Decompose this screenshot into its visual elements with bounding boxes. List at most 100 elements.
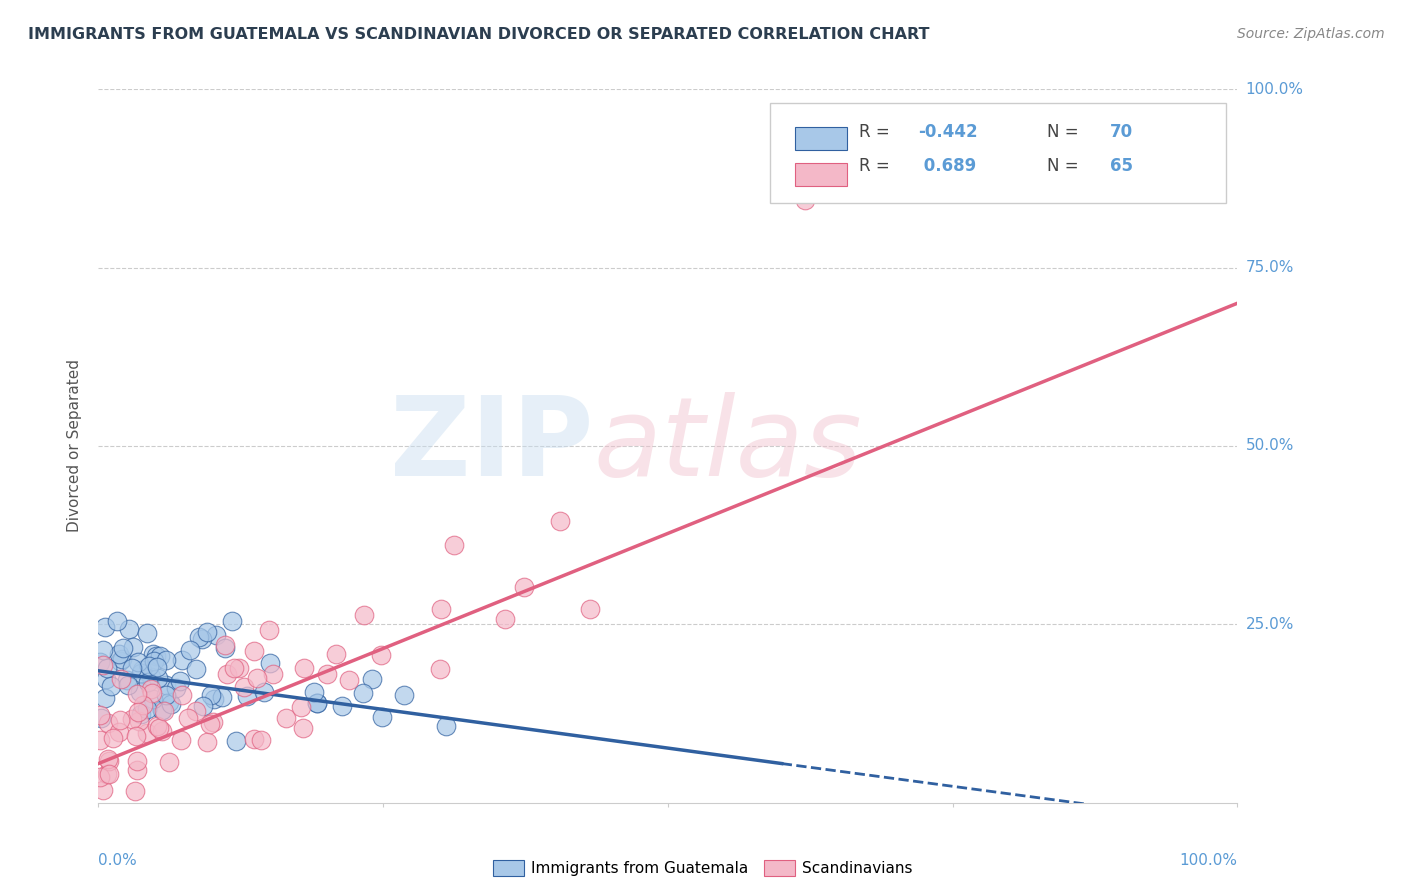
Point	[111, 651, 134, 665]
Point	[548, 514, 571, 528]
Point	[89, 733, 111, 747]
Point	[304, 685, 326, 699]
Point	[142, 647, 165, 661]
Point	[91, 657, 114, 672]
Text: Source: ZipAtlas.com: Source: ZipAtlas.com	[1237, 27, 1385, 41]
Point	[142, 692, 165, 706]
Point	[129, 685, 152, 699]
Text: 25.0%: 25.0%	[1246, 617, 1294, 632]
Point	[121, 712, 143, 726]
Text: IMMIGRANTS FROM GUATEMALA VS SCANDINAVIAN DIVORCED OR SEPARATED CORRELATION CHAR: IMMIGRANTS FROM GUATEMALA VS SCANDINAVIA…	[28, 27, 929, 42]
Point	[195, 735, 218, 749]
Text: 65: 65	[1109, 157, 1133, 175]
FancyBboxPatch shape	[770, 103, 1226, 203]
Point	[127, 705, 149, 719]
Point	[96, 661, 118, 675]
Point	[94, 672, 117, 686]
Text: R =: R =	[859, 157, 896, 175]
Point	[291, 721, 314, 735]
Point	[149, 649, 172, 664]
Point	[170, 733, 193, 747]
Point	[259, 657, 281, 671]
Point	[117, 678, 139, 692]
Point	[191, 698, 214, 713]
Point	[141, 685, 163, 699]
Point	[429, 661, 451, 675]
Point	[172, 689, 194, 703]
Point	[89, 707, 111, 722]
Point	[443, 538, 465, 552]
Point	[233, 681, 256, 695]
Point	[434, 719, 457, 733]
Point	[177, 711, 200, 725]
Point	[392, 689, 415, 703]
Point	[155, 688, 177, 702]
Point	[94, 691, 117, 706]
Point	[262, 667, 284, 681]
FancyBboxPatch shape	[796, 162, 846, 186]
Point	[135, 725, 157, 739]
Point	[169, 673, 191, 688]
Point	[211, 690, 233, 705]
Point	[337, 673, 360, 687]
Point	[579, 601, 602, 615]
Point	[360, 673, 382, 687]
Point	[307, 697, 329, 711]
Point	[155, 653, 177, 667]
Point	[121, 661, 143, 675]
Point	[93, 642, 115, 657]
Point	[253, 684, 276, 698]
Point	[145, 660, 167, 674]
Point	[246, 672, 269, 686]
Point	[125, 754, 148, 768]
Point	[316, 666, 339, 681]
Point	[325, 647, 347, 661]
Point	[157, 695, 180, 709]
Point	[160, 697, 183, 711]
Point	[290, 700, 312, 714]
Point	[228, 661, 250, 675]
Point	[202, 714, 225, 729]
Point	[494, 612, 516, 626]
Point	[124, 729, 146, 743]
Point	[143, 654, 166, 668]
Point	[371, 710, 394, 724]
Point	[179, 642, 201, 657]
Point	[100, 679, 122, 693]
Point	[430, 602, 453, 616]
Point	[139, 682, 162, 697]
Point	[214, 638, 236, 652]
Point	[115, 673, 138, 687]
Point	[129, 666, 152, 681]
Point	[101, 731, 124, 745]
Point	[257, 623, 280, 637]
Point	[513, 580, 536, 594]
Point	[148, 721, 170, 735]
Point	[91, 782, 114, 797]
Point	[107, 725, 129, 739]
Point	[204, 628, 226, 642]
Point	[89, 655, 111, 669]
Legend: Immigrants from Guatemala, Scandinavians: Immigrants from Guatemala, Scandinavians	[488, 855, 918, 882]
Text: atlas: atlas	[593, 392, 862, 500]
Text: R =: R =	[859, 123, 896, 141]
Point	[93, 620, 115, 634]
Point	[165, 681, 187, 695]
Point	[152, 704, 174, 718]
Point	[352, 686, 374, 700]
Point	[250, 733, 273, 747]
Point	[200, 688, 222, 702]
Point	[110, 654, 132, 668]
Point	[129, 707, 152, 722]
Point	[96, 766, 118, 780]
Point	[184, 704, 207, 718]
Text: 70: 70	[1109, 123, 1133, 141]
Text: 100.0%: 100.0%	[1246, 82, 1303, 96]
Point	[121, 640, 143, 654]
Point	[98, 754, 121, 768]
Point	[195, 625, 218, 640]
Point	[145, 648, 167, 663]
Point	[150, 703, 173, 717]
Point	[198, 717, 221, 731]
Text: N =: N =	[1047, 157, 1084, 175]
